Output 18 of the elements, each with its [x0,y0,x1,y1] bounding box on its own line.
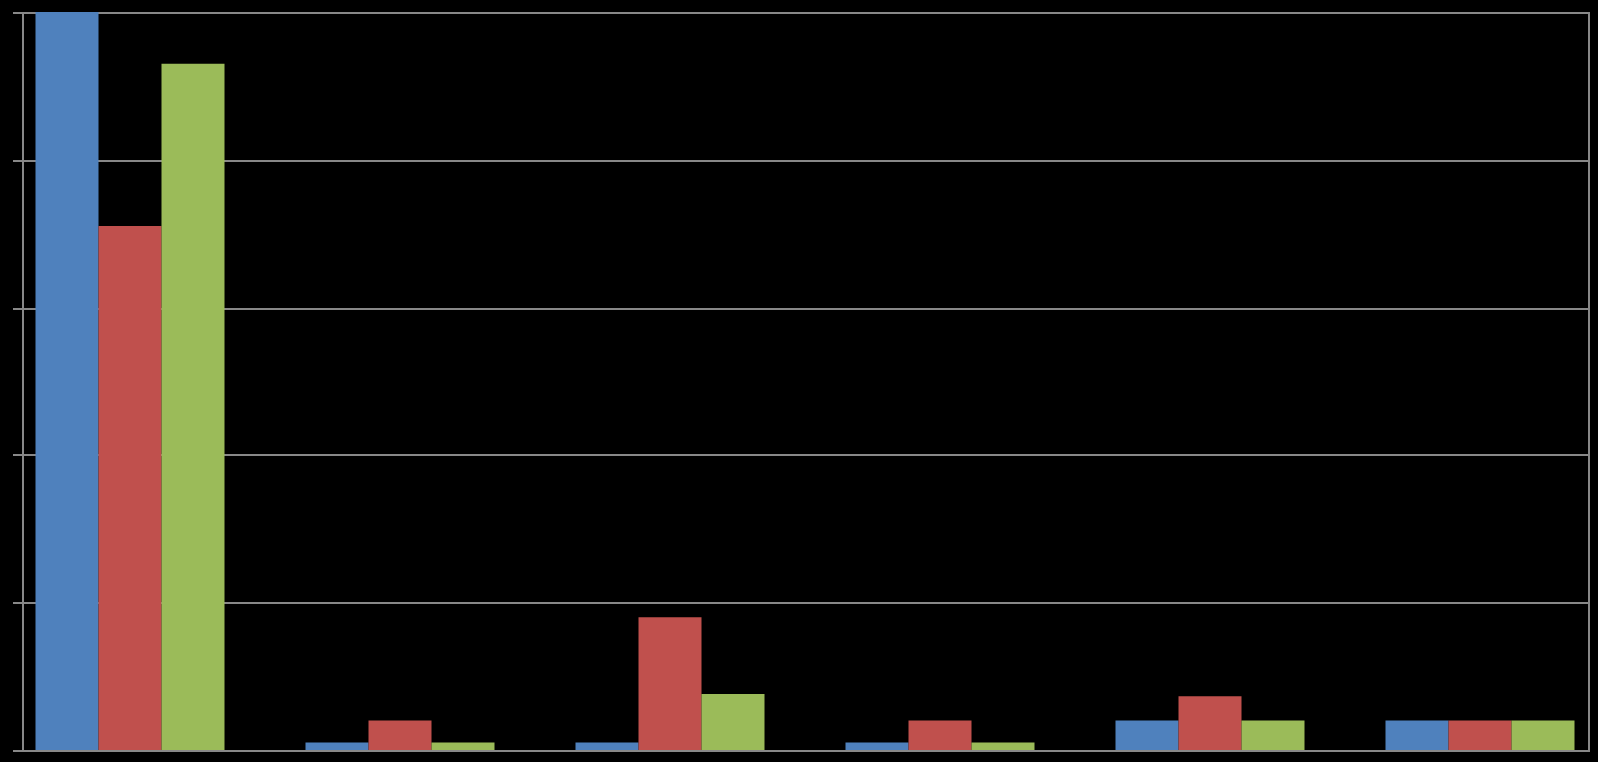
bar [161,63,225,750]
bar [638,617,702,750]
bar [1241,720,1305,750]
bar [305,742,369,750]
bar [701,693,765,750]
bar [1178,696,1242,750]
bar [368,720,432,750]
bar [98,226,162,750]
bar [1115,720,1179,750]
bar [35,12,99,750]
bar [845,742,909,750]
bar [908,720,972,750]
bar [971,742,1035,750]
bar [575,742,639,750]
bar [431,742,495,750]
bar [1511,720,1575,750]
bar [1385,720,1449,750]
bar [1448,720,1512,750]
